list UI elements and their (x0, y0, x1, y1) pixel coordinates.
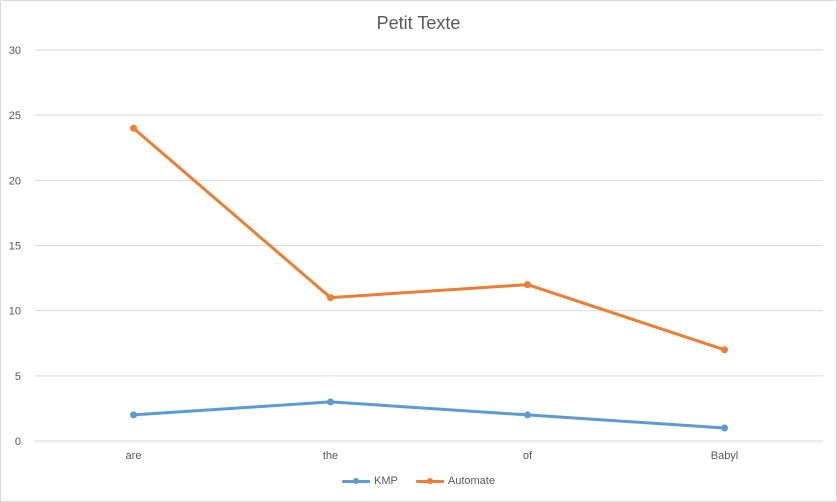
data-point-automate-the (327, 294, 334, 302)
x-tick-label-the: the (323, 450, 338, 462)
y-tick-label-10: 10 (9, 306, 21, 318)
series-line-automate (132, 126, 726, 352)
y-tick-label-5: 5 (15, 371, 21, 383)
legend-swatch-kmp (342, 476, 371, 486)
data-point-kmp-babyl (721, 424, 728, 432)
y-tick-label-20: 20 (9, 175, 21, 187)
data-point-automate-are (130, 124, 137, 132)
data-point-kmp-are (130, 411, 137, 419)
legend-item-automate: Automate (415, 475, 495, 487)
y-tick-label-15: 15 (9, 241, 21, 253)
x-tick-label-of: of (523, 450, 533, 462)
data-point-automate-babyl (721, 346, 728, 354)
series-line-kmp (132, 400, 726, 430)
data-point-automate-of (524, 281, 531, 289)
data-point-kmp-of (524, 411, 531, 419)
legend-label-kmp: KMP (374, 475, 398, 487)
legend-label-automate: Automate (447, 475, 495, 487)
y-tick-label-30: 30 (9, 45, 21, 57)
legend-swatch-automate (415, 476, 444, 486)
data-point-kmp-the (327, 398, 334, 406)
y-tick-label-0: 0 (15, 436, 21, 448)
x-tick-label-babyl: Babyl (711, 450, 739, 462)
legend-item-kmp: KMP (342, 475, 398, 487)
x-tick-label-are: are (126, 450, 142, 462)
y-tick-label-25: 25 (9, 110, 21, 122)
chart-title: Petit Texte (376, 13, 461, 33)
legend: KMP Automate (1, 475, 836, 487)
